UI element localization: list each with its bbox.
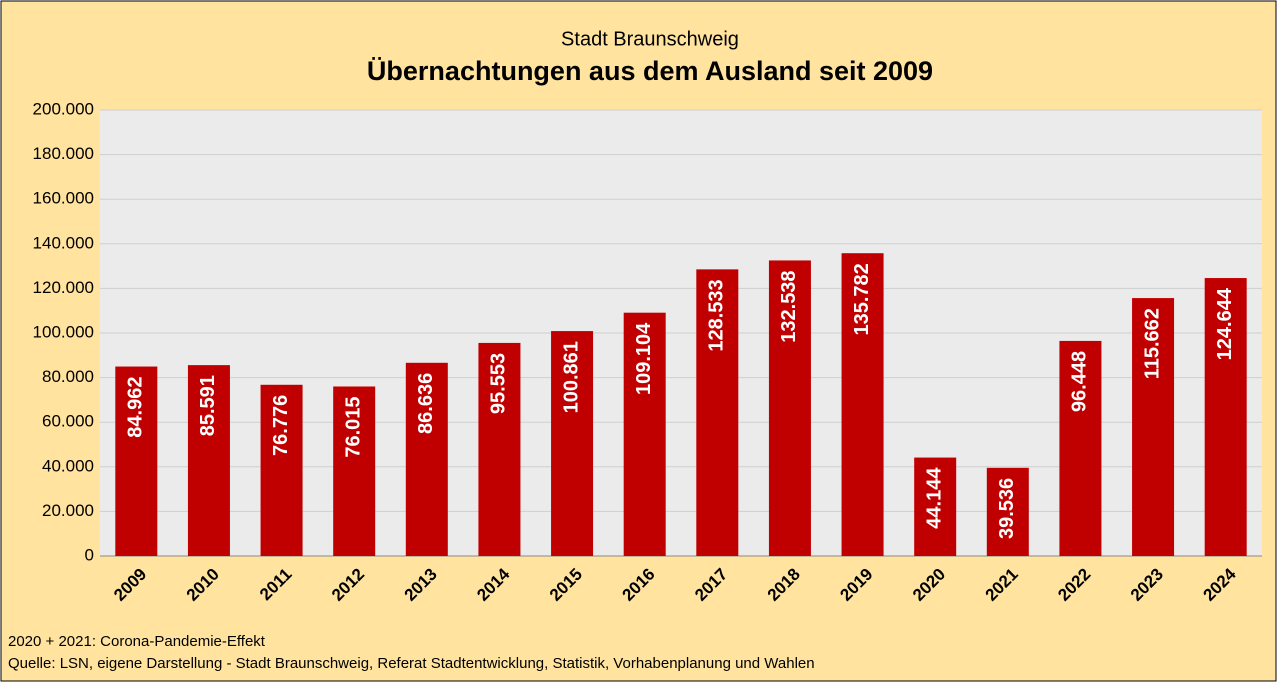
value-label: 135.782: [851, 263, 873, 335]
y-tick-label: 20.000: [42, 501, 94, 520]
bar: [187, 365, 230, 556]
bar: [1204, 278, 1247, 556]
y-tick-label: 200.000: [33, 99, 94, 118]
value-label: 76.776: [270, 395, 292, 456]
note: Quelle: LSN, eigene Darstellung - Stadt …: [8, 655, 815, 672]
bar: [260, 384, 303, 556]
value-label: 115.662: [1141, 308, 1163, 379]
bar: [696, 269, 739, 556]
value-label: 96.448: [1069, 351, 1091, 412]
bar: [914, 457, 957, 556]
chart-subtitle: Stadt Braunschweig: [561, 28, 739, 50]
bar: [986, 467, 1029, 556]
value-label: 84.962: [125, 377, 147, 438]
bar: [1132, 298, 1175, 556]
value-label: 85.591: [197, 375, 219, 436]
y-tick-label: 180.000: [33, 144, 94, 163]
value-label: 128.533: [706, 279, 728, 351]
value-label: 86.636: [415, 373, 437, 434]
y-tick-label: 40.000: [42, 456, 94, 475]
y-tick-label: 60.000: [42, 412, 94, 431]
bar: [115, 366, 158, 556]
bar: [551, 331, 594, 556]
y-tick-label: 160.000: [33, 189, 94, 208]
y-tick-label: 80.000: [42, 367, 94, 386]
note: 2020 + 2021: Corona-Pandemie-Effekt: [8, 633, 266, 650]
y-tick-label: 140.000: [33, 233, 94, 252]
value-label: 124.644: [1214, 287, 1236, 360]
bar: [478, 342, 521, 556]
value-label: 39.536: [996, 478, 1018, 539]
bar: [333, 386, 376, 556]
bar: [405, 362, 448, 556]
value-label: 109.104: [633, 322, 655, 395]
y-tick-label: 120.000: [33, 278, 94, 297]
bar: [768, 260, 811, 556]
y-tick-label: 100.000: [33, 322, 94, 341]
bar: [1059, 340, 1102, 556]
value-label: 95.553: [488, 353, 510, 414]
chart-title: Übernachtungen aus dem Ausland seit 2009: [367, 56, 933, 86]
value-label: 132.538: [778, 270, 800, 342]
value-label: 76.015: [342, 396, 364, 457]
y-tick-label: 0: [85, 545, 94, 564]
value-label: 44.144: [923, 467, 945, 529]
bar: [623, 312, 666, 556]
bar: [841, 253, 884, 556]
value-label: 100.861: [560, 341, 582, 413]
